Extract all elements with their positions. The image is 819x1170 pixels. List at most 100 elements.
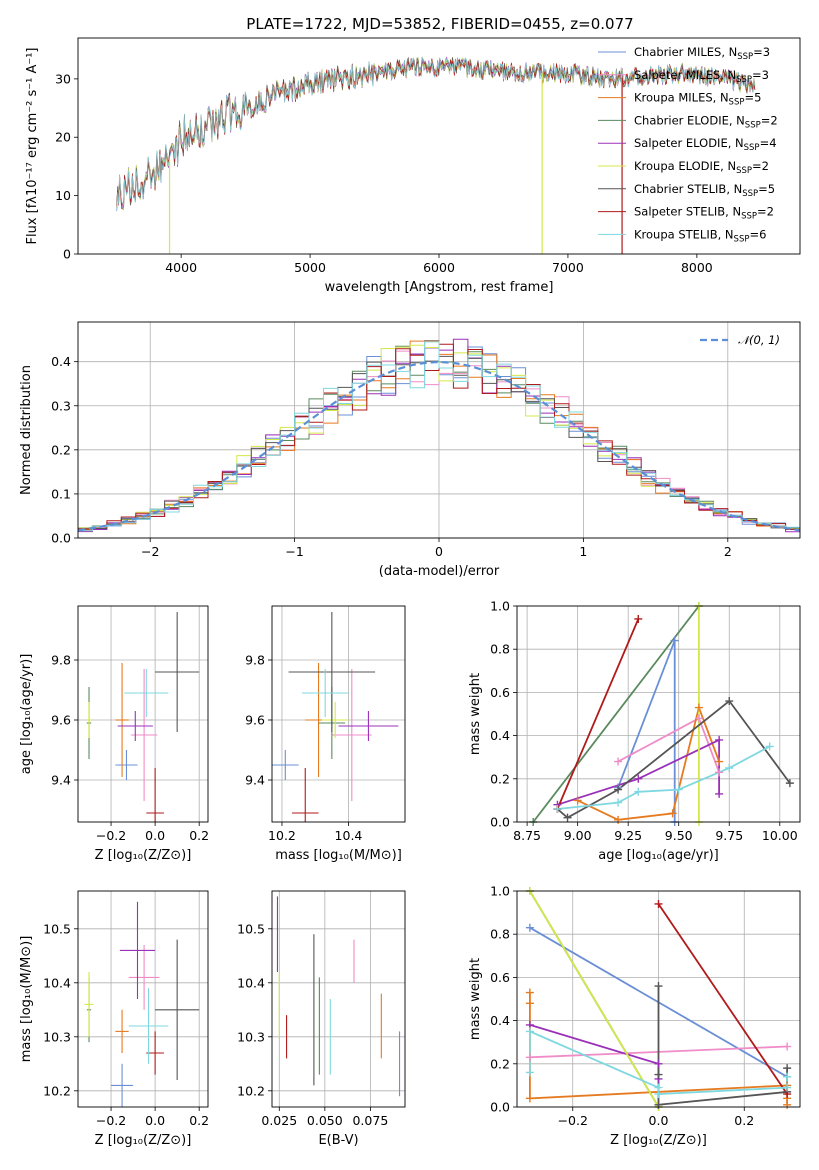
legend-text: Chabrier ELODIE, N [634, 113, 745, 127]
axes-frame [271, 605, 406, 823]
y-tick-label: 0.4 [51, 354, 71, 369]
legend-label: Chabrier MILES, NSSP=3 [634, 45, 770, 62]
plus-marker [668, 809, 677, 818]
weight-line [556, 618, 640, 810]
legend-suffix: =2 [757, 205, 774, 219]
axes-frame [77, 37, 801, 255]
plus-marker [525, 1068, 534, 1077]
y-axis-label: Flux [fλ10⁻¹⁷ erg cm⁻² s⁻¹ A⁻¹] [25, 48, 40, 245]
legend-suffix: =5 [744, 91, 761, 105]
y-tick-label: 10.3 [237, 1029, 265, 1044]
y-tick-label: 0.8 [490, 642, 510, 657]
spectrum-line [116, 57, 756, 211]
weight-line [529, 891, 660, 1107]
y-tick-label: 0.0 [490, 815, 510, 830]
x-axis-label: wavelength [Angstrom, rest frame] [325, 280, 554, 295]
mass-vs-extinction-panel: 0.025 0.050 0.075 10.2 10.3 10.4 10.5 E(B-V) [237, 890, 406, 1148]
axes-frame [77, 321, 801, 539]
y-axis-label: age [log₁₀(age/yr)] [19, 654, 34, 775]
y-tick-label: 10.4 [237, 975, 265, 990]
legend-subscript: SSP [729, 98, 745, 108]
x-tick-label: 9.25 [614, 828, 642, 843]
plus-marker [525, 923, 534, 932]
y-axis-label: mass [log₁₀(M/M⊙)] [19, 936, 34, 1063]
legend-text: Chabrier MILES, N [634, 45, 737, 59]
plus-marker [715, 757, 724, 766]
plus-marker [783, 1083, 792, 1092]
plus-marker [674, 785, 683, 794]
y-tick-label: 0.2 [51, 442, 71, 457]
spectrum-line [116, 56, 756, 209]
legend-suffix: =2 [752, 159, 769, 173]
plus-marker [573, 796, 582, 805]
x-tick-label: 0.2 [189, 828, 209, 843]
plus-marker [654, 1090, 663, 1099]
x-tick-label: −0.2 [558, 1113, 588, 1128]
mass-weight-vs-metallicity-panel: −0.2 0.0 0.2 0.0 0.2 0.4 0.6 0.8 1.0 Z [log₁₀(Z/Z… [468, 884, 801, 1148]
plus-marker [634, 774, 643, 783]
plus-marker [715, 768, 724, 777]
x-tick-label: −0.2 [96, 828, 126, 843]
plot-area [84, 901, 200, 1107]
y-tick-label: 1.0 [490, 884, 510, 899]
legend-text: Kroupa MILES, N [634, 91, 729, 105]
plus-marker [634, 787, 643, 796]
grid-lines [272, 606, 405, 822]
x-tick-label: 1 [579, 544, 587, 559]
legend-suffix: =5 [758, 182, 775, 196]
axes-frame [516, 890, 801, 1108]
age-vs-mass-panel: 10.2 10.4 9.4 9.6 9.8 mass [log₁₀(M/M⊙)] [245, 605, 406, 863]
grid-lines [517, 605, 800, 823]
plus-marker [783, 1100, 792, 1109]
weight-line [617, 640, 676, 822]
x-tick-label: 0.2 [734, 1113, 754, 1128]
plus-marker [563, 813, 572, 822]
legend-text: Salpeter STELIB, N [634, 205, 741, 219]
weight-line [556, 699, 791, 819]
y-axis-label: mass weight [468, 958, 483, 1040]
y-tick-label: 0.6 [490, 685, 510, 700]
legend-label: Salpeter ELODIE, NSSP=4 [634, 136, 777, 153]
y-tick-label: 9.6 [245, 713, 265, 728]
y-tick-label: 0.6 [490, 970, 510, 985]
legend-suffix: =3 [753, 45, 770, 59]
plus-marker [725, 764, 734, 772]
y-tick-label: 0 [63, 247, 71, 262]
x-tick-label: 2 [724, 544, 732, 559]
axes-frame [516, 605, 801, 823]
legend-suffix: =3 [752, 68, 769, 82]
y-tick-label: 10.3 [43, 1029, 71, 1044]
histogram-step [78, 350, 800, 532]
plus-marker [614, 815, 623, 824]
plus-marker [715, 789, 724, 798]
spectrum-line [116, 56, 756, 211]
legend-subscript: SSP [734, 234, 750, 244]
y-axis-label: mass weight [468, 673, 483, 755]
x-axis-label: (data-model)/error [379, 564, 500, 579]
y-tick-label: 0.0 [51, 531, 71, 546]
mass-weight-vs-age-panel: 8.75 9.00 9.25 9.50 9.75 10.00 0.0 0.2 0.4 0.6 0.8… [468, 599, 801, 863]
y-tick-label: 10.4 [43, 975, 71, 990]
plus-marker [694, 703, 703, 712]
y-tick-label: 10.5 [237, 921, 265, 936]
x-tick-label: 4000 [165, 260, 197, 275]
y-tick-label: 0.8 [490, 927, 510, 942]
grid-lines [78, 606, 208, 822]
legend-subscript: SSP [736, 75, 752, 85]
x-tick-label: 0.050 [307, 1113, 343, 1128]
normal-curve [78, 360, 800, 532]
y-tick-label: 0.1 [51, 486, 71, 501]
plot-area [116, 56, 756, 254]
plus-marker [634, 614, 643, 623]
y-tick-label: 0.4 [490, 1013, 510, 1028]
plus-marker [785, 779, 794, 788]
legend-suffix: =4 [760, 136, 777, 150]
x-tick-label: 7000 [552, 260, 584, 275]
legend-label: Kroupa MILES, NSSP=5 [634, 91, 761, 108]
y-tick-label: 0.2 [490, 1056, 510, 1071]
axes-frame [77, 890, 209, 1108]
plus-marker [654, 1070, 663, 1079]
x-axis-label: mass [log₁₀(M/M⊙)] [275, 848, 402, 863]
y-tick-label: 10 [55, 188, 71, 203]
figure-title: PLATE=1722, MJD=53852, FIBERID=0455, z=0… [246, 15, 633, 33]
